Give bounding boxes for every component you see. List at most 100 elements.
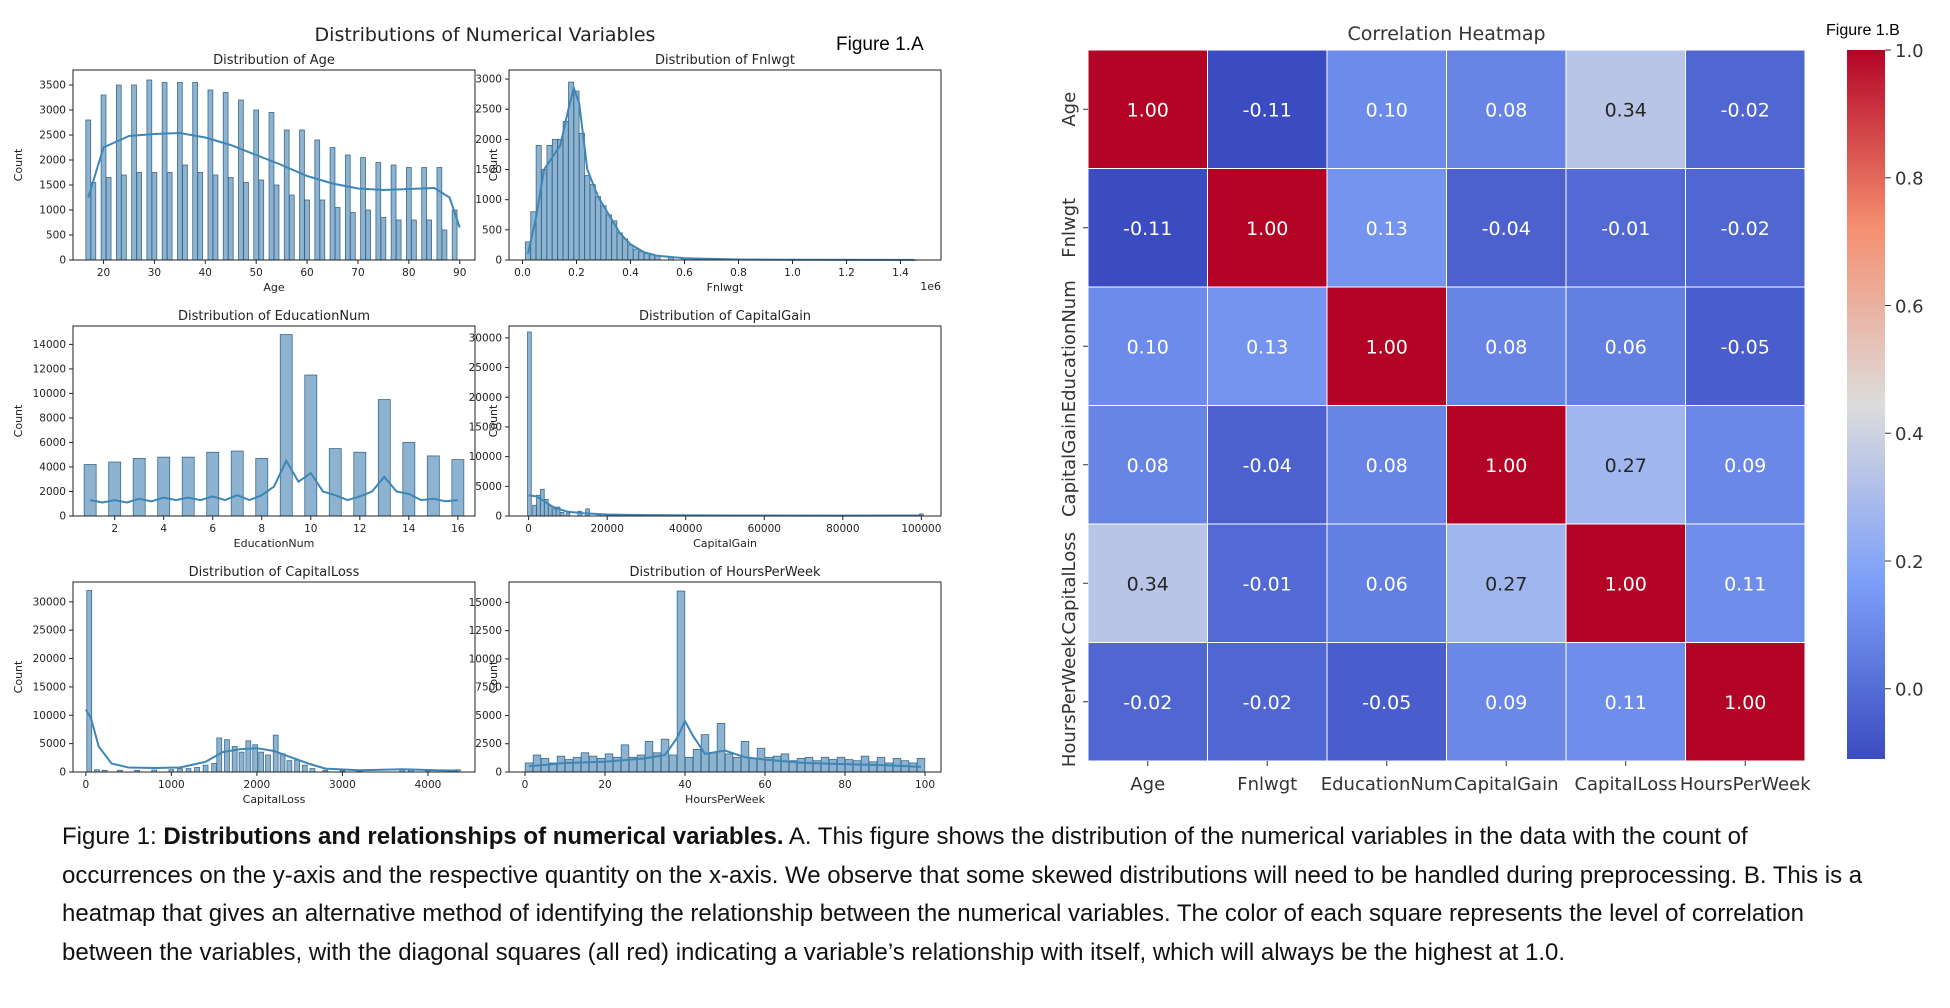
x-tick-label: 60 bbox=[758, 779, 771, 791]
y-tick-label: 10000 bbox=[469, 451, 502, 463]
colorbar-tick-label: 1.0 bbox=[1895, 41, 1924, 62]
y-tick-label: 25000 bbox=[469, 362, 502, 374]
x-tick-label: 30 bbox=[148, 267, 161, 279]
y-tick-label: 8000 bbox=[39, 412, 66, 424]
heatmap-value-label: 0.08 bbox=[1366, 455, 1408, 477]
heatmap-cell bbox=[1446, 168, 1567, 288]
histogram-6: 0 20 40 60 80 100 0 2500 5000 7500 10000 12500 15000… bbox=[469, 565, 942, 806]
heatmap-value-label: 0.13 bbox=[1366, 218, 1408, 240]
x-tick-label: Age bbox=[1130, 774, 1165, 795]
x-tick-label: 6 bbox=[209, 523, 216, 535]
heatmap-cell bbox=[1087, 642, 1208, 762]
histogram-5: 0 1000 2000 3000 4000 0 5000 10000 15000 20000 250… bbox=[12, 565, 476, 806]
y-axis-label: Count bbox=[12, 404, 25, 437]
heatmap-cell bbox=[1326, 523, 1447, 643]
x-tick-label: 80 bbox=[838, 779, 851, 791]
y-tick-label: EducationNum bbox=[1059, 280, 1080, 412]
x-tick-label: 0.4 bbox=[622, 267, 639, 279]
y-tick-label: 0 bbox=[495, 255, 502, 267]
histogram-title: Distribution of CapitalGain bbox=[639, 309, 811, 324]
y-tick-label: HoursPerWeek bbox=[1059, 636, 1080, 767]
heatmap-cell bbox=[1685, 642, 1806, 762]
kde-line bbox=[87, 131, 461, 228]
x-tick-label: Fnlwgt bbox=[1237, 774, 1297, 795]
x-tick-label: 80000 bbox=[826, 523, 859, 535]
y-tick-label: 3000 bbox=[39, 105, 66, 117]
y-axis-label: Count bbox=[12, 660, 25, 693]
heatmap-cell bbox=[1087, 523, 1208, 643]
histogram-4: 0 20000 40000 60000 80000 100000 0 5000 10000 150… bbox=[469, 309, 942, 550]
y-tick-label: 15000 bbox=[33, 681, 66, 693]
y-tick-label: 0 bbox=[495, 511, 502, 523]
heatmap-value-label: 0.34 bbox=[1605, 99, 1647, 121]
y-tick-label: 20000 bbox=[469, 392, 502, 404]
x-tick-label: EducationNum bbox=[1321, 774, 1453, 795]
x-tick-label: 12 bbox=[353, 523, 366, 535]
x-tick-label: 10 bbox=[304, 523, 317, 535]
y-tick-label: 0 bbox=[59, 511, 66, 523]
x-tick-label: 0 bbox=[525, 523, 532, 535]
heatmap-value-label: 1.00 bbox=[1605, 573, 1647, 595]
x-tick-label: 40 bbox=[199, 267, 212, 279]
x-tick-label: 1.4 bbox=[892, 267, 909, 279]
y-tick-label: 500 bbox=[482, 224, 502, 236]
heatmap-cell bbox=[1685, 49, 1806, 169]
heatmap-cell bbox=[1565, 523, 1686, 643]
y-tick-label: 1500 bbox=[39, 180, 66, 192]
heatmap-value-label: 0.06 bbox=[1366, 573, 1408, 595]
heatmap-cell bbox=[1565, 49, 1686, 169]
colorbar bbox=[1847, 50, 1885, 759]
heatmap-cell bbox=[1446, 49, 1567, 169]
heatmap-cell bbox=[1326, 642, 1447, 762]
heatmap-cell bbox=[1685, 286, 1806, 406]
y-tick-label: 1000 bbox=[39, 205, 66, 217]
heatmap-title: Correlation Heatmap bbox=[1347, 23, 1545, 45]
heatmap-cell bbox=[1087, 286, 1208, 406]
x-axis-label: CapitalGain bbox=[693, 537, 757, 550]
heatmap-value-label: 0.11 bbox=[1605, 692, 1647, 714]
y-tick-label: 0 bbox=[59, 255, 66, 267]
heatmap-value-label: -0.02 bbox=[1243, 692, 1292, 714]
heatmap-value-label: -0.01 bbox=[1601, 218, 1650, 240]
histogram-title: Distribution of HoursPerWeek bbox=[629, 565, 821, 580]
heatmap-cell bbox=[1446, 642, 1567, 762]
axes-frame bbox=[508, 581, 942, 773]
x-tick-label: CapitalLoss bbox=[1574, 774, 1677, 795]
y-tick-label: 25000 bbox=[33, 625, 66, 637]
heatmap-value-label: -0.04 bbox=[1243, 455, 1292, 477]
y-tick-label: 15000 bbox=[469, 421, 502, 433]
histogram-2: 0.0 0.2 0.4 0.6 0.8 1.0 1.2 1.4 0 500 1000 1500 2000… bbox=[475, 53, 942, 294]
x-tick-label: 90 bbox=[453, 267, 466, 279]
y-tick-label: 1500 bbox=[475, 164, 502, 176]
x-axis-label: HoursPerWeek bbox=[685, 793, 766, 806]
kde-line bbox=[84, 709, 459, 772]
x-tick-label: CapitalGain bbox=[1454, 774, 1559, 795]
heatmap-cell bbox=[1685, 168, 1806, 288]
heatmap-cell bbox=[1685, 405, 1806, 525]
x-offset-label: 1e6 bbox=[920, 280, 941, 293]
caption-bold-title: Distributions and relationships of numer… bbox=[163, 823, 784, 850]
heatmap-value-label: 0.11 bbox=[1724, 573, 1766, 595]
heatmap-value-label: -0.04 bbox=[1482, 218, 1531, 240]
y-tick-label: 500 bbox=[46, 230, 66, 242]
x-tick-label: 0 bbox=[82, 779, 89, 791]
heatmap-cell bbox=[1207, 49, 1328, 169]
axes-frame bbox=[508, 69, 942, 261]
heatmap-cell bbox=[1326, 405, 1447, 525]
heatmap-cell bbox=[1207, 405, 1328, 525]
figure-a-label: Figure 1.A bbox=[836, 34, 924, 55]
histogram-title: Distribution of Fnlwgt bbox=[655, 53, 795, 68]
heatmap-value-label: 1.00 bbox=[1127, 99, 1169, 121]
y-tick-label: 10000 bbox=[33, 710, 66, 722]
heatmap-grid: 1.00 -0.11 0.10 0.08 0.34 -0.02 -0.11 1.00 0.13 -… bbox=[1087, 49, 1806, 762]
kde-line bbox=[528, 718, 922, 768]
x-tick-label: 100 bbox=[915, 779, 935, 791]
x-tick-label: 20 bbox=[97, 267, 110, 279]
caption-prefix: Figure 1: bbox=[62, 823, 164, 850]
heatmap-value-label: 0.10 bbox=[1127, 336, 1169, 358]
y-tick-label: 1000 bbox=[475, 194, 502, 206]
heatmap-value-label: 0.09 bbox=[1724, 455, 1766, 477]
y-tick-label: 5000 bbox=[475, 710, 502, 722]
heatmap-value-label: -0.05 bbox=[1721, 336, 1770, 358]
y-tick-label: 0 bbox=[59, 767, 66, 779]
